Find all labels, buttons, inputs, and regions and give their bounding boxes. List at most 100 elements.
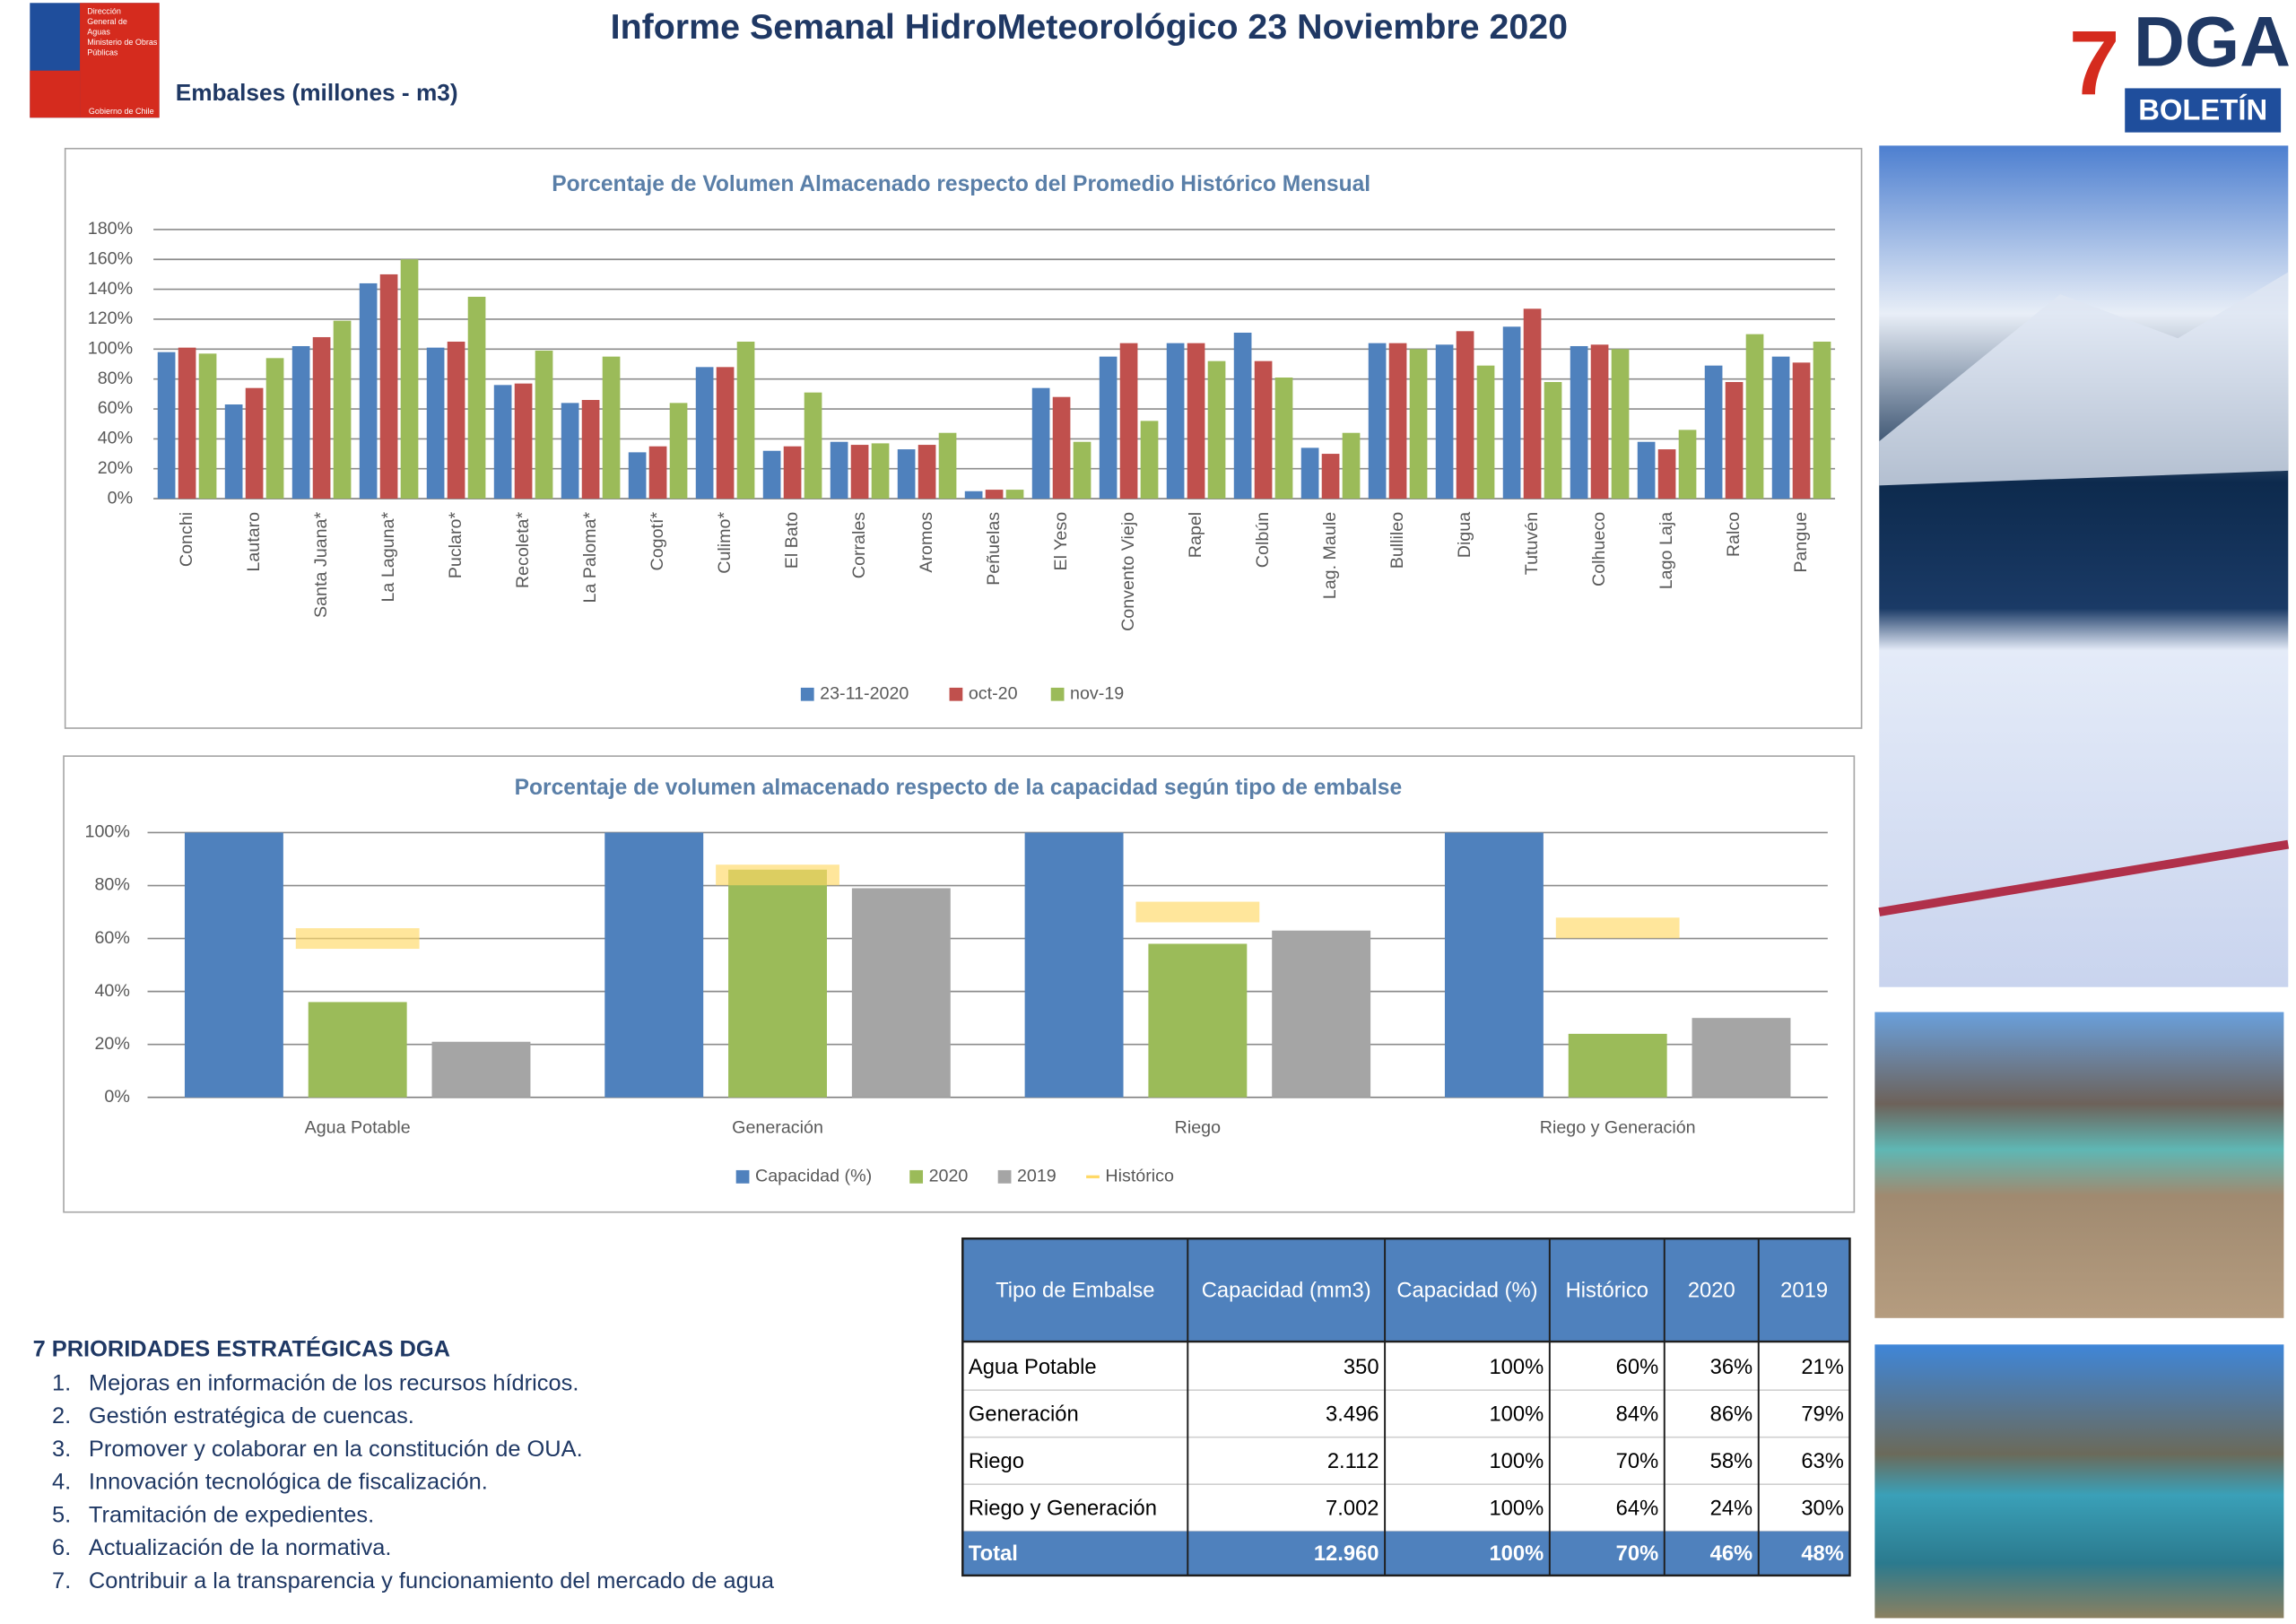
subtitle: Embalses (millones - m3) xyxy=(176,79,458,106)
bar xyxy=(493,385,512,499)
legend-swatch xyxy=(909,1169,924,1184)
table-total-bg xyxy=(962,1531,1850,1576)
priority-text: Contribuir a la transparencia y funciona… xyxy=(89,1568,775,1594)
bar xyxy=(1368,343,1387,499)
bar xyxy=(426,347,445,499)
x-tick-label: Bullileo xyxy=(1387,512,1407,569)
table-header: Histórico xyxy=(1566,1279,1648,1303)
y-tick-label: 180% xyxy=(88,219,133,239)
x-tick-label: El Bato xyxy=(782,512,802,569)
bar xyxy=(1300,447,1319,499)
y-tick-label: 20% xyxy=(98,458,133,478)
historic-marker xyxy=(295,928,420,950)
logo-block xyxy=(80,3,160,118)
dga-logo: 7 DGA BOLETÍN xyxy=(2069,2,2291,133)
x-tick-label: Ralco xyxy=(1724,512,1744,557)
x-tick-label: Aromos xyxy=(917,512,936,573)
bar xyxy=(447,341,465,499)
x-tick-label: Puclaro* xyxy=(446,512,465,579)
logo-text: Dirección xyxy=(87,6,121,15)
x-tick-label: Riego xyxy=(1175,1117,1221,1137)
bar xyxy=(1388,343,1407,499)
table-cell: 84% xyxy=(1616,1402,1659,1426)
priority-text: Gestión estratégica de cuencas. xyxy=(89,1403,414,1429)
x-tick-label: Rapel xyxy=(1186,512,1205,558)
bar xyxy=(736,341,755,499)
logo-text: Gobierno de Chile xyxy=(89,107,154,116)
bar xyxy=(1544,382,1562,499)
bar xyxy=(467,296,486,499)
x-tick-label: Digua xyxy=(1455,512,1474,558)
priority-number: 4. xyxy=(52,1470,71,1495)
priority-text: Actualización de la normativa. xyxy=(89,1535,392,1560)
bar xyxy=(1274,378,1293,499)
priority-text: Mejoras en información de los recursos h… xyxy=(89,1370,578,1395)
table-cell: 100% xyxy=(1489,1355,1544,1379)
table-total: 46% xyxy=(1710,1541,1753,1566)
bar xyxy=(669,403,688,499)
bar xyxy=(830,441,848,499)
historic-marker xyxy=(1555,917,1680,939)
x-tick-label: Lautaro xyxy=(244,512,264,572)
priorities-title: 7 PRIORIDADES ESTRATÉGICAS DGA xyxy=(33,1336,450,1362)
bar xyxy=(1140,421,1159,499)
table: Tipo de Embalse Capacidad (mm3) Capacidad … xyxy=(961,1237,1851,1577)
x-tick-label: Generación xyxy=(732,1117,823,1137)
table-cell: Generación xyxy=(969,1402,1079,1426)
bar xyxy=(198,353,217,499)
bar xyxy=(695,367,714,499)
y-tick-label: 20% xyxy=(94,1034,129,1054)
table-border xyxy=(961,1237,1851,1577)
legend-swatch xyxy=(1050,687,1065,701)
legend-label: Capacidad (%) xyxy=(755,1167,872,1186)
logo-text: General de xyxy=(87,17,127,26)
photo xyxy=(1879,145,2289,987)
x-tick-label: Colbún xyxy=(1253,512,1273,568)
priority-text: Innovación tecnológica de fiscalización. xyxy=(89,1470,488,1495)
bar xyxy=(871,443,890,499)
table-cell: 36% xyxy=(1710,1355,1753,1379)
logo-band xyxy=(2125,88,2282,133)
table-cell: 64% xyxy=(1616,1496,1659,1520)
legend-label: 23-11-2020 xyxy=(820,683,909,703)
bar xyxy=(291,345,310,499)
bar xyxy=(938,432,957,499)
bar xyxy=(1813,341,1831,499)
x-tick-label: Pangue xyxy=(1791,512,1811,573)
bar xyxy=(178,347,196,499)
table-total: 12.960 xyxy=(1314,1541,1379,1566)
bar xyxy=(1119,343,1138,499)
logo-dga: DGA xyxy=(2134,2,2291,81)
table-cell: Agua Potable xyxy=(969,1355,1097,1379)
bar xyxy=(985,490,1004,499)
table-total: Total xyxy=(969,1541,1018,1566)
table-cell: Riego xyxy=(969,1449,1024,1473)
table-header: Capacidad (mm3) xyxy=(1202,1279,1371,1303)
logo-block xyxy=(30,70,81,118)
priority-text: Tramitación de expedientes. xyxy=(89,1502,374,1527)
table-cell: 2.112 xyxy=(1327,1449,1379,1473)
x-tick-label: Corrales xyxy=(849,512,869,579)
bar xyxy=(1272,930,1371,1098)
table-cell: 63% xyxy=(1801,1449,1844,1473)
bar xyxy=(312,336,331,499)
y-tick-label: 100% xyxy=(85,822,130,842)
bar xyxy=(1052,396,1071,499)
bar xyxy=(1409,349,1428,499)
bar xyxy=(1637,441,1656,499)
legend-label: 2020 xyxy=(929,1167,969,1186)
table-cell: 21% xyxy=(1801,1355,1844,1379)
table-cell: 86% xyxy=(1710,1402,1753,1426)
bar xyxy=(1073,441,1091,499)
bar xyxy=(359,282,378,499)
bar xyxy=(245,387,264,499)
photo xyxy=(1874,1012,2284,1318)
bar xyxy=(1148,943,1248,1098)
bar xyxy=(804,392,822,499)
x-tick-label: Riego y Generación xyxy=(1540,1117,1696,1137)
gov-logo xyxy=(30,3,160,118)
priority-number: 2. xyxy=(52,1403,71,1429)
bar xyxy=(333,320,352,499)
bar xyxy=(1435,344,1454,499)
